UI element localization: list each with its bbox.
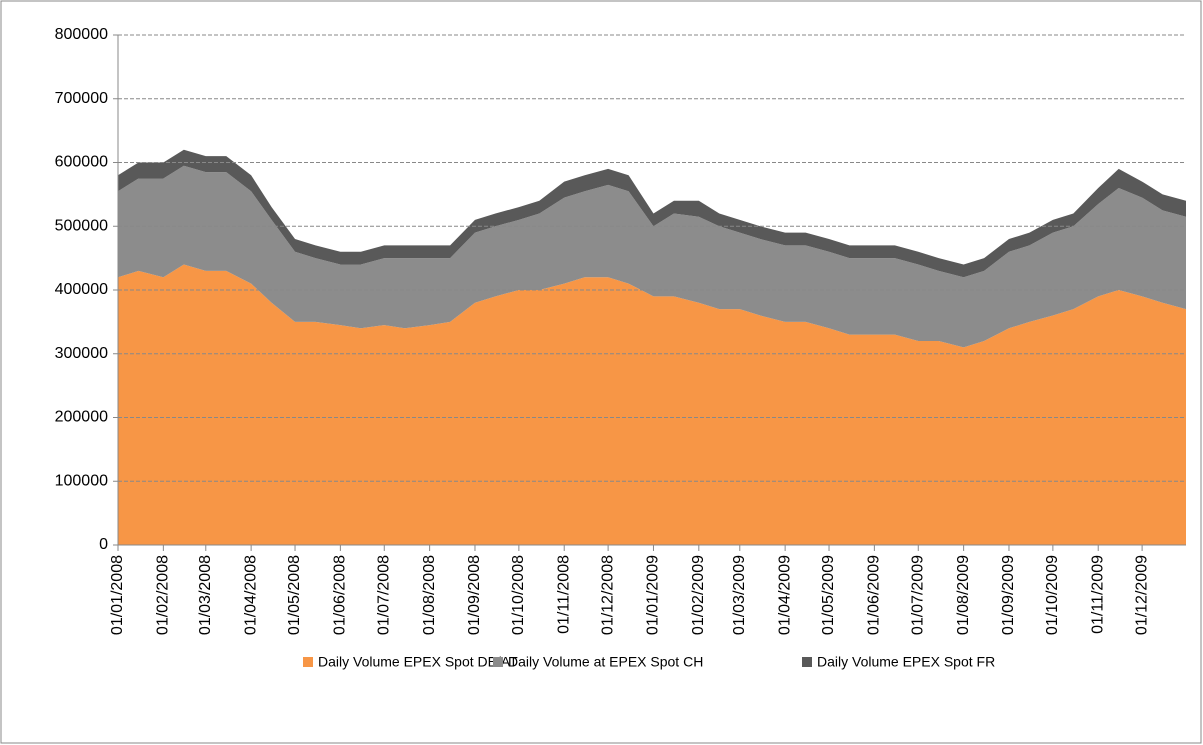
x-tick-label: 01/02/2009: [690, 555, 707, 635]
y-tick-label: 600000: [55, 154, 108, 171]
area: [118, 264, 1186, 545]
legend-label: Daily Volume EPEX Spot FR: [817, 654, 995, 670]
x-tick-label: 01/07/2009: [909, 555, 926, 635]
x-tick-label: 01/08/2008: [421, 555, 438, 635]
x-tick-label: 01/10/2008: [510, 555, 527, 635]
x-tick-label: 01/12/2009: [1133, 555, 1150, 635]
y-tick-label: 200000: [55, 409, 108, 426]
legend-label: Daily Volume EPEX Spot DE/AT: [318, 654, 518, 670]
x-tick-label: 01/12/2008: [599, 555, 616, 635]
x-tick-label: 01/04/2009: [776, 555, 793, 635]
x-tick-label: 01/06/2008: [332, 555, 349, 635]
x-tick-label: 01/09/2008: [466, 555, 483, 635]
y-tick-label: 400000: [55, 281, 108, 298]
x-tick-label: 01/05/2008: [286, 555, 303, 635]
legend-swatch: [802, 657, 812, 667]
x-tick-label: 01/11/2008: [555, 555, 572, 634]
x-tick-label: 01/09/2009: [1000, 555, 1017, 635]
y-tick-label: 300000: [55, 345, 108, 362]
legend-swatch: [303, 657, 313, 667]
y-tick-label: 0: [99, 536, 108, 553]
x-tick-label: 01/01/2009: [645, 555, 662, 635]
x-tick-label: 01/02/2008: [155, 555, 172, 635]
x-tick-label: 01/03/2008: [197, 555, 214, 635]
x-tick-label: 01/07/2008: [375, 555, 392, 635]
legend-label: Daily Volume at EPEX Spot CH: [508, 654, 703, 670]
area: [118, 165, 1186, 348]
y-tick-label: 500000: [55, 217, 108, 234]
x-tick-label: 01/10/2009: [1044, 555, 1061, 635]
x-tick-label: 01/08/2009: [955, 555, 972, 635]
x-tick-label: 01/01/2008: [109, 555, 126, 635]
x-tick-label: 01/05/2009: [820, 555, 837, 635]
y-tick-label: 100000: [55, 472, 108, 489]
x-tick-label: 01/03/2009: [731, 555, 748, 635]
y-tick-label: 800000: [55, 26, 108, 43]
legend-swatch: [493, 657, 503, 667]
x-tick-label: 01/04/2008: [242, 555, 259, 635]
y-tick-label: 700000: [55, 90, 108, 107]
x-tick-label: 01/11/2009: [1089, 555, 1106, 634]
area: [118, 149, 1186, 278]
x-tick-label: 01/06/2009: [866, 555, 883, 635]
